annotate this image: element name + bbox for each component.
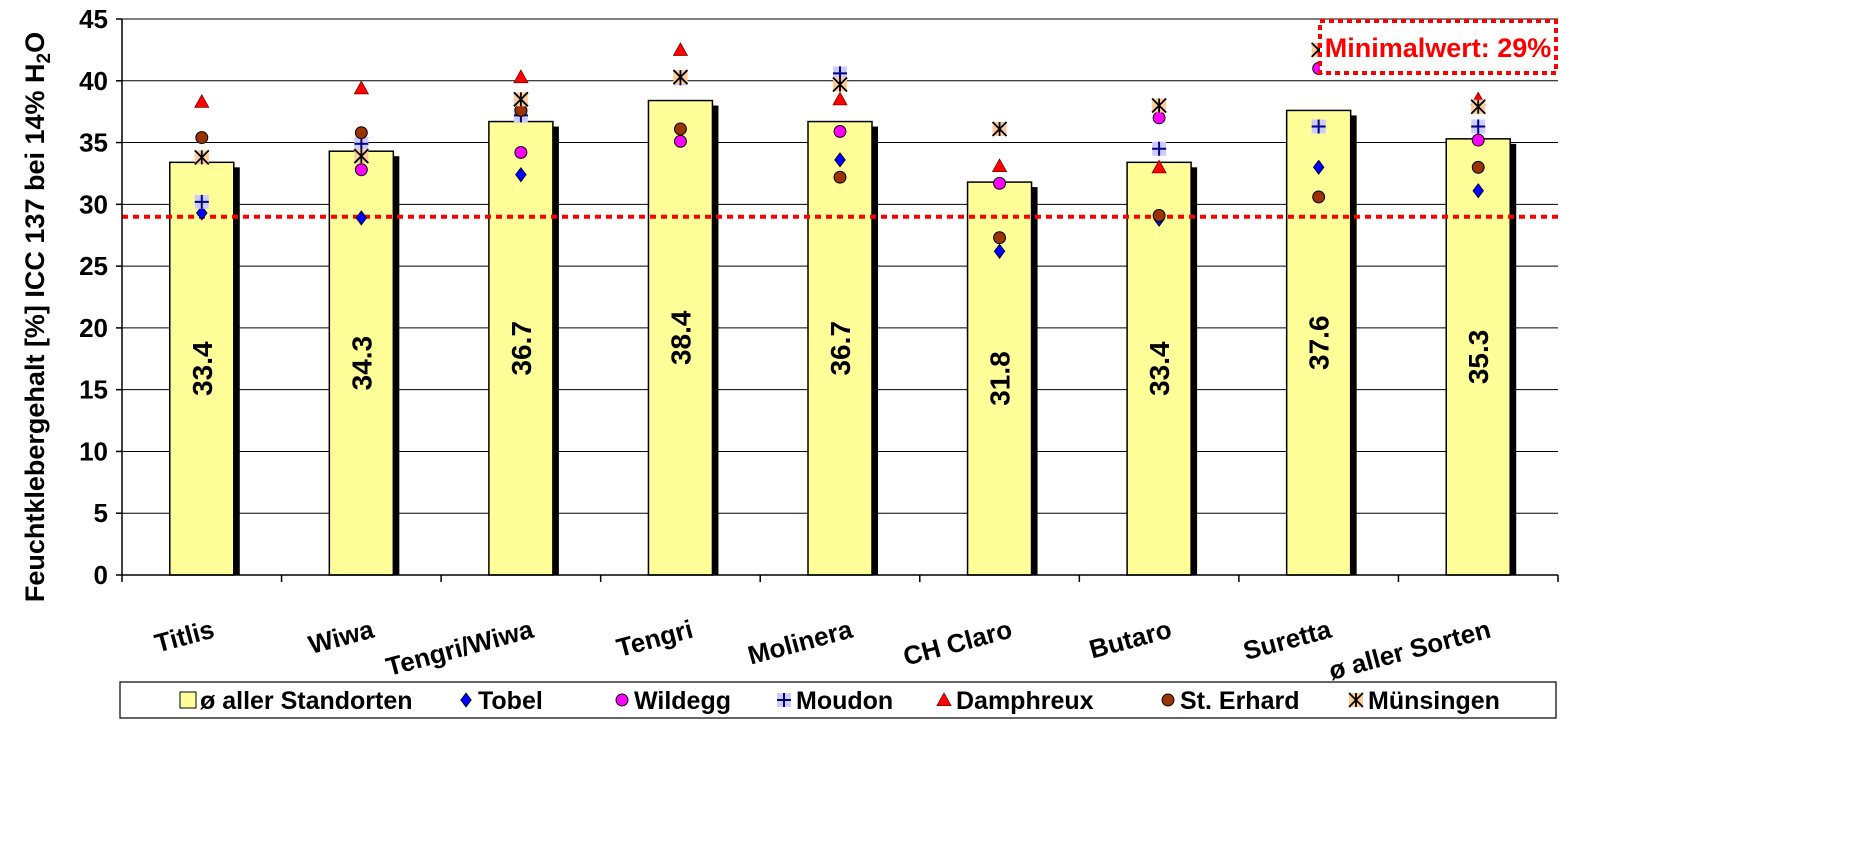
point-tobel (515, 167, 527, 183)
legend-label: Damphreux (956, 687, 1094, 715)
point-tobel (196, 205, 208, 221)
legend-swatch (460, 692, 472, 708)
y-axis-title: Feuchtklebergehalt [%] ICC 137 bei 14% H… (20, 32, 55, 602)
x-tick-label: Tengri/Wiwa (383, 614, 537, 682)
point-damphreux (832, 91, 848, 106)
x-tick-label: Suretta (1240, 614, 1335, 666)
legend-swatch (1161, 693, 1175, 707)
point-wildegg (993, 176, 1007, 190)
legend-label: Moudon (796, 687, 893, 715)
bar (1445, 138, 1511, 576)
y-tick-label: 20 (79, 313, 108, 343)
point-st-erhard (354, 126, 368, 140)
legend-swatch (936, 692, 952, 706)
point-st-erhard (833, 170, 847, 184)
legend-swatch (615, 693, 629, 707)
y-tick-label: 25 (79, 251, 108, 281)
bar-value-label: 38.4 (665, 310, 696, 365)
y-tick-label: 45 (79, 4, 108, 34)
point-st-erhard (673, 122, 687, 136)
bar (169, 161, 235, 576)
point-damphreux (672, 42, 689, 56)
point-tobel (355, 210, 368, 226)
y-tick-label: 0 (94, 560, 108, 590)
point-tobel (1312, 159, 1325, 175)
point-wildegg (673, 134, 687, 148)
bar-value-label: 36.7 (506, 321, 537, 376)
bar-value-label: 35.3 (1463, 330, 1494, 385)
x-tick-label: Molinera (745, 614, 857, 671)
bar-value-label: 31.8 (985, 351, 1016, 406)
bar (647, 99, 714, 576)
legend-label: Münsingen (1368, 687, 1500, 715)
y-axis-title-sub: 2 (34, 53, 55, 64)
point-wildegg (1152, 111, 1166, 125)
point-st-erhard (195, 131, 209, 145)
y-tick-label: 40 (79, 66, 108, 96)
point-st-erhard (993, 231, 1007, 245)
data-points (194, 42, 1486, 259)
point-wildegg (1471, 133, 1485, 147)
bar (1285, 109, 1352, 576)
point-tobel (993, 243, 1006, 259)
bar-value-label: 37.6 (1304, 315, 1335, 370)
point-st-erhard (1312, 190, 1326, 204)
y-tick-label: 30 (79, 189, 108, 219)
annotation-box (1318, 19, 1558, 75)
y-tick-label: 10 (79, 436, 108, 466)
y-tick-label: 35 (79, 128, 108, 158)
x-tick-label: Tengri (613, 614, 696, 663)
annotation-label: Minimalwert: 29% (1325, 33, 1552, 63)
legend-label: ø aller Standorten (200, 687, 413, 715)
point-damphreux (991, 158, 1008, 173)
point-wildegg (514, 145, 528, 159)
annotation: Minimalwert: 29% (1318, 19, 1558, 75)
point-tobel (1472, 183, 1484, 199)
point-damphreux (353, 80, 370, 95)
bar-value-label: 33.4 (187, 341, 218, 396)
x-tick-label: Wiwa (305, 614, 377, 660)
legend-swatch (179, 691, 197, 709)
y-tick-label: 5 (94, 498, 108, 528)
bar-value-label: 33.4 (1144, 341, 1175, 396)
point-damphreux (194, 93, 210, 108)
x-tick-label: CH Claro (900, 614, 1015, 672)
bar-value-label: 36.7 (825, 321, 856, 376)
point-wildegg (354, 163, 368, 177)
y-tick-label: 15 (79, 375, 108, 405)
legend-box (119, 681, 1557, 719)
x-tick-label: Butaro (1086, 614, 1175, 665)
point-damphreux (1151, 159, 1167, 174)
legend-label: St. Erhard (1180, 687, 1299, 715)
y-axis-title-main: Feuchtklebergehalt [%] ICC 137 bei 14% H (20, 63, 50, 602)
point-wildegg (833, 124, 847, 138)
bars: 33.4 34.3 36.7 38.4 36.7 31.8 33.4 37.6 35.3 (169, 99, 1517, 576)
legend-label: Wildegg (634, 687, 731, 715)
y-axis-title-end: O (20, 32, 50, 53)
legend: ø aller Standorten Tobel Wildegg Moudon Damp… (119, 681, 1557, 719)
x-tick-label: Titlis (151, 614, 217, 659)
point-st-erhard (1471, 160, 1485, 174)
x-tick-label: ø aller Sorten (1326, 614, 1494, 686)
bar-value-label: 34.3 (346, 336, 377, 391)
point-st-erhard (1152, 209, 1166, 222)
legend-label: Tobel (478, 687, 543, 715)
bar (807, 120, 873, 576)
point-damphreux (513, 69, 529, 84)
point-tobel (834, 152, 846, 168)
bar (1126, 161, 1192, 576)
